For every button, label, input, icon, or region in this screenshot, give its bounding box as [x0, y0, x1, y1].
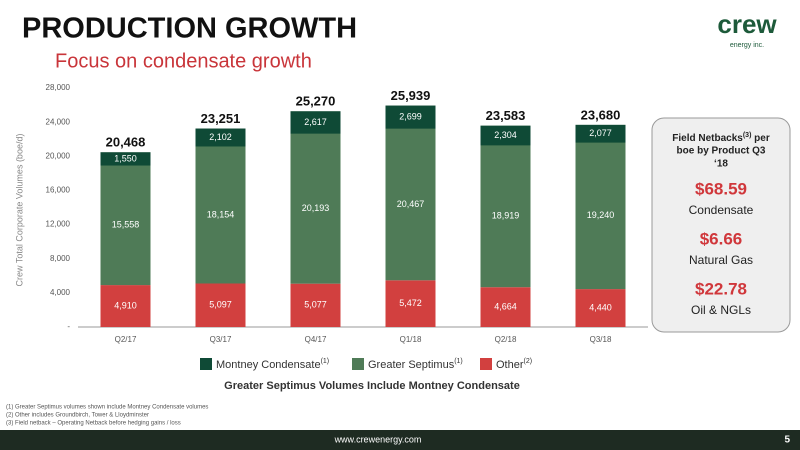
segment-label: 5,097: [209, 300, 232, 310]
slide-subtitle: Focus on condensate growth: [55, 50, 312, 72]
segment-label: 19,240: [587, 210, 615, 220]
bar-segment: [575, 124, 626, 143]
bar-segment: [100, 285, 151, 327]
y-tick-label: 28,000: [46, 83, 71, 92]
segment-label: 4,664: [494, 301, 517, 311]
x-tick-label: Q4/17: [305, 335, 327, 344]
bar-segment: [575, 289, 626, 327]
y-tick-label: 16,000: [46, 186, 71, 195]
legend-swatch: [200, 358, 212, 370]
bar-segment: [480, 125, 531, 146]
footnote: (2) Other includes Groundbirch, Tower & …: [6, 413, 149, 419]
bar-segment: [195, 128, 246, 284]
x-tick-label: Q3/17: [210, 335, 232, 344]
netback-value: $6.66: [700, 229, 743, 248]
bar-segment: [385, 105, 436, 129]
netback-value: $22.78: [695, 279, 747, 298]
legend-note: (2): [524, 358, 533, 365]
footer-url: www.crewenergy.com: [334, 434, 422, 444]
bar-segment: [575, 124, 626, 290]
panel-title-line: boe by Product Q3: [677, 146, 766, 157]
page-number: 5: [784, 435, 790, 446]
bar-segment: [290, 283, 341, 327]
segment-label: 5,472: [399, 298, 422, 308]
legend-note: (1): [321, 358, 330, 365]
logo-sub: energy inc.: [730, 42, 764, 49]
x-tick-label: Q3/18: [590, 335, 612, 344]
bar-segment: [480, 287, 531, 327]
panel-title-sup: (3): [743, 132, 752, 139]
bar-segment: [385, 105, 436, 281]
netback-label: Natural Gas: [689, 253, 753, 267]
y-tick-label: 12,000: [46, 220, 71, 229]
total-label: 20,468: [106, 135, 146, 150]
segment-label: 2,077: [589, 128, 612, 138]
slide-title: PRODUCTION GROWTH: [22, 13, 357, 45]
total-label: 25,939: [391, 88, 431, 103]
legend-swatch: [352, 358, 364, 370]
y-tick-label: 20,000: [46, 151, 71, 160]
bar-segment: [195, 283, 246, 327]
segment-label: 2,699: [399, 111, 422, 121]
y-tick-label: 24,000: [46, 117, 71, 126]
x-tick-label: Q1/18: [400, 335, 422, 344]
segment-label: 20,467: [397, 199, 425, 209]
total-label: 23,680: [581, 107, 621, 122]
segment-label: 4,910: [114, 300, 137, 310]
footnote: (1) Greater Septimus volumes shown inclu…: [6, 405, 208, 411]
legend-label: Other(2): [496, 358, 532, 371]
segment-label: 18,154: [207, 209, 235, 219]
caption: Greater Septimus Volumes Include Montney…: [224, 380, 520, 392]
x-tick-label: Q2/17: [115, 335, 137, 344]
legend-swatch: [480, 358, 492, 370]
segment-label: 2,304: [494, 130, 517, 140]
segment-label: 20,193: [302, 203, 330, 213]
total-label: 23,583: [486, 108, 526, 123]
x-tick-label: Q2/18: [495, 335, 517, 344]
segment-label: 18,919: [492, 211, 520, 221]
bar-segment: [290, 111, 341, 134]
total-label: 25,270: [296, 94, 336, 109]
bar-segment: [195, 128, 246, 147]
panel-title-part: per: [751, 133, 769, 144]
total-label: 23,251: [201, 111, 241, 126]
segment-label: 5,077: [304, 300, 327, 310]
segment-label: 1,550: [114, 153, 137, 163]
y-tick-label: -: [67, 322, 70, 331]
bar-segment: [290, 111, 341, 284]
legend-name: Greater Septimus: [368, 359, 455, 371]
netback-panel: [651, 117, 791, 333]
panel-title-line: ‘18: [714, 159, 728, 170]
bar-segment: [100, 152, 151, 166]
y-tick-label: 8,000: [50, 254, 71, 263]
legend-label: Montney Condensate(1): [216, 358, 329, 371]
y-tick-label: 4,000: [50, 288, 71, 297]
legend-name: Montney Condensate: [216, 359, 321, 371]
panel-title-part: Field Netbacks: [672, 133, 743, 144]
logo: crew: [717, 9, 777, 39]
panel-title: Field Netbacks(3) per: [672, 132, 770, 144]
netback-value: $68.59: [695, 179, 747, 198]
bar-segment: [385, 280, 436, 327]
legend-name: Other: [496, 359, 524, 371]
bar-segment: [100, 152, 151, 286]
segment-label: 15,558: [112, 220, 140, 230]
segment-label: 4,440: [589, 302, 612, 312]
legend-note: (1): [454, 358, 463, 365]
legend-label: Greater Septimus(1): [368, 358, 463, 371]
footer-bar: [0, 430, 800, 450]
netback-label: Oil & NGLs: [691, 303, 751, 317]
segment-label: 2,617: [304, 117, 327, 127]
segment-label: 2,102: [209, 132, 232, 142]
y-axis-label: Crew Total Corporate Volumes (boe/d): [14, 134, 24, 287]
netback-label: Condensate: [689, 203, 754, 217]
bar-segment: [480, 125, 531, 288]
footnote: (3) Field netback – Operating Netback be…: [6, 421, 181, 427]
